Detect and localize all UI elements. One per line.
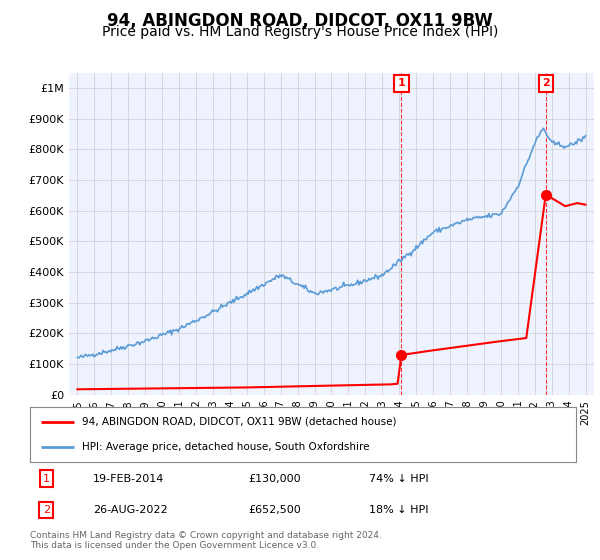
Text: 74% ↓ HPI: 74% ↓ HPI — [368, 474, 428, 484]
Text: 18% ↓ HPI: 18% ↓ HPI — [368, 505, 428, 515]
Text: 1: 1 — [43, 474, 50, 484]
Text: 2: 2 — [43, 505, 50, 515]
Text: 1: 1 — [398, 78, 406, 88]
Text: 26-AUG-2022: 26-AUG-2022 — [93, 505, 167, 515]
Text: 19-FEB-2014: 19-FEB-2014 — [93, 474, 164, 484]
Text: £130,000: £130,000 — [248, 474, 301, 484]
Text: Contains HM Land Registry data © Crown copyright and database right 2024.
This d: Contains HM Land Registry data © Crown c… — [30, 531, 382, 550]
Text: £652,500: £652,500 — [248, 505, 301, 515]
Text: 94, ABINGDON ROAD, DIDCOT, OX11 9BW (detached house): 94, ABINGDON ROAD, DIDCOT, OX11 9BW (det… — [82, 417, 397, 427]
Text: 2: 2 — [542, 78, 550, 88]
Text: HPI: Average price, detached house, South Oxfordshire: HPI: Average price, detached house, Sout… — [82, 442, 370, 452]
Text: Price paid vs. HM Land Registry's House Price Index (HPI): Price paid vs. HM Land Registry's House … — [102, 25, 498, 39]
Text: 94, ABINGDON ROAD, DIDCOT, OX11 9BW: 94, ABINGDON ROAD, DIDCOT, OX11 9BW — [107, 12, 493, 30]
